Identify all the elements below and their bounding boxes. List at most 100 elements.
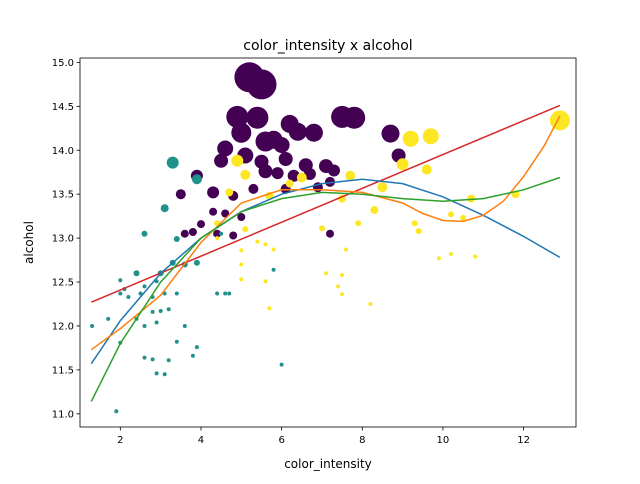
data-point [436, 256, 441, 261]
data-point [154, 320, 159, 325]
data-point [271, 167, 284, 180]
data-point [336, 284, 341, 289]
fit-curve [90, 176, 561, 402]
data-point [166, 307, 171, 312]
y-axis-label: alcohol [22, 221, 36, 264]
data-point [271, 267, 276, 272]
y-tick-label: 11.5 [52, 365, 74, 376]
data-point [279, 362, 284, 367]
data-point [209, 207, 218, 216]
data-point [328, 164, 340, 177]
data-point [217, 140, 234, 157]
data-point [239, 277, 244, 282]
data-point [326, 229, 334, 238]
data-point [221, 209, 230, 218]
data-point [150, 309, 155, 314]
data-point [142, 284, 147, 289]
y-tick-label: 13.5 [52, 190, 74, 201]
data-point [415, 228, 422, 235]
x-tick-label: 6 [278, 435, 284, 446]
data-point [288, 122, 307, 141]
data-point [213, 229, 222, 238]
data-point [231, 154, 244, 167]
data-point [118, 278, 123, 283]
x-tick-label: 10 [437, 435, 450, 446]
data-point [460, 214, 467, 221]
x-tick-label: 4 [198, 435, 204, 446]
data-point [287, 169, 300, 182]
data-point [248, 183, 259, 194]
y-tick-label: 14.5 [52, 102, 74, 113]
x-axis-label: color_intensity [284, 457, 372, 471]
data-point [225, 188, 234, 197]
data-point [166, 156, 179, 169]
data-point [142, 355, 147, 360]
y-tick-label: 11.0 [52, 409, 74, 420]
data-point [197, 220, 205, 229]
data-point [239, 248, 244, 253]
data-point [106, 316, 111, 321]
chart-title: color_intensity x alcohol [243, 38, 412, 54]
data-point [142, 324, 147, 328]
data-point [237, 213, 246, 221]
data-point [231, 122, 252, 143]
data-point [219, 231, 224, 236]
data-point [90, 324, 95, 328]
data-point [229, 231, 238, 240]
data-point [158, 309, 163, 313]
data-point [154, 371, 159, 376]
data-point [549, 110, 570, 131]
data-point [273, 137, 290, 153]
y-tick-label: 12.5 [52, 278, 74, 289]
data-point [296, 172, 307, 183]
y-tick-label: 15.0 [52, 58, 74, 69]
data-point [239, 262, 244, 267]
data-point [141, 230, 148, 237]
data-point [133, 270, 140, 277]
data-point [150, 357, 155, 362]
data-point [396, 158, 409, 171]
data-point [271, 247, 276, 252]
data-point [223, 291, 228, 296]
chart-marks [90, 62, 570, 414]
data-point [166, 358, 171, 363]
x-tick-label: 2 [117, 435, 123, 446]
data-point [194, 345, 199, 350]
data-point [191, 174, 202, 185]
data-point [246, 69, 277, 100]
chart-axes: 2 4 6 8 10 12 11.0 11.5 12.0 12.5 13.0 13.5 14.0 14.5… [52, 57, 577, 446]
data-point [174, 339, 179, 344]
data-point [345, 170, 356, 181]
data-point [343, 106, 366, 129]
plot-area [80, 58, 576, 427]
data-point [370, 206, 379, 214]
data-point [160, 204, 169, 213]
data-point [368, 302, 373, 306]
data-point [263, 279, 268, 284]
data-point [355, 220, 362, 227]
data-point [325, 176, 335, 187]
data-point [242, 226, 249, 233]
data-point [381, 124, 400, 143]
data-point [319, 225, 325, 232]
data-point [118, 291, 123, 296]
data-point [246, 106, 269, 129]
x-tick-label: 8 [359, 435, 365, 446]
data-point [255, 239, 260, 244]
data-point [421, 164, 432, 175]
data-point [227, 291, 232, 296]
data-point [467, 194, 476, 203]
axes-frame [79, 57, 577, 428]
data-point [324, 271, 328, 276]
data-point [263, 242, 268, 247]
data-point [173, 236, 180, 242]
x-tick-label: 12 [517, 435, 530, 446]
data-point [226, 105, 249, 128]
y-tick-label: 12.0 [52, 321, 74, 332]
data-point [174, 291, 179, 296]
data-point [188, 228, 197, 236]
fit-curve [91, 104, 561, 303]
data-point [285, 179, 294, 188]
